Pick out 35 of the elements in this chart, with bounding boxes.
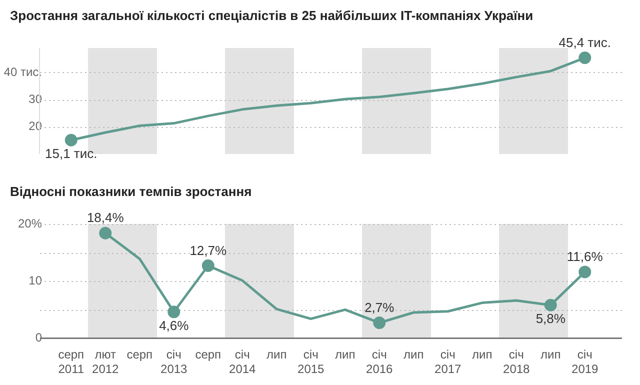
- chart-title: Зростання загальної кількості спеціалістів в 25 найбільших IT-компаніях України: [9, 7, 534, 25]
- chart-title: Відносні показники темпів зростання: [9, 183, 253, 201]
- data-label: 4,6%: [159, 318, 190, 334]
- data-label: 11,6%: [566, 249, 604, 264]
- point: [544, 298, 557, 312]
- x-tick-label: лип: [266, 348, 287, 362]
- x-tick-label: лют 2012: [92, 348, 120, 376]
- x-tick-label: серп: [126, 348, 153, 362]
- x-tick-label: січ 2019: [572, 348, 599, 376]
- data-label: 18,4%: [86, 210, 124, 226]
- y-tick-label: 10: [28, 273, 42, 288]
- x-tick-label: січ 2013: [160, 348, 188, 376]
- data-label: 2,7%: [364, 300, 395, 315]
- x-tick-label: серп: [195, 348, 222, 362]
- x-tick-label: січ 2018: [503, 348, 530, 376]
- x-tick-label: лип: [404, 348, 424, 362]
- point: [578, 266, 592, 278]
- x-tick-label: лип: [540, 348, 561, 362]
- x-tick-label: лип: [472, 348, 492, 362]
- point: [99, 226, 112, 240]
- x-tick-label: лип: [335, 348, 356, 362]
- y-tick-label: 40 тис.: [4, 64, 42, 79]
- x-tick-label: січ 2016: [366, 348, 394, 376]
- point: [202, 259, 214, 272]
- data-label: 12,7%: [190, 242, 227, 258]
- x-tick-label: серп 2011: [58, 348, 84, 376]
- data-label: 5,8%: [536, 311, 566, 326]
- data-label: 15,1 тис.: [45, 146, 98, 162]
- point: [373, 316, 386, 330]
- x-tick-label: січ 2017: [434, 348, 462, 376]
- data-label: 45,4 тис.: [558, 34, 611, 50]
- x-tick-label: січ 2015: [298, 348, 325, 376]
- point: [168, 306, 180, 318]
- y-tick-label: 20%: [18, 216, 42, 230]
- x-tick-label: січ 2014: [229, 348, 256, 376]
